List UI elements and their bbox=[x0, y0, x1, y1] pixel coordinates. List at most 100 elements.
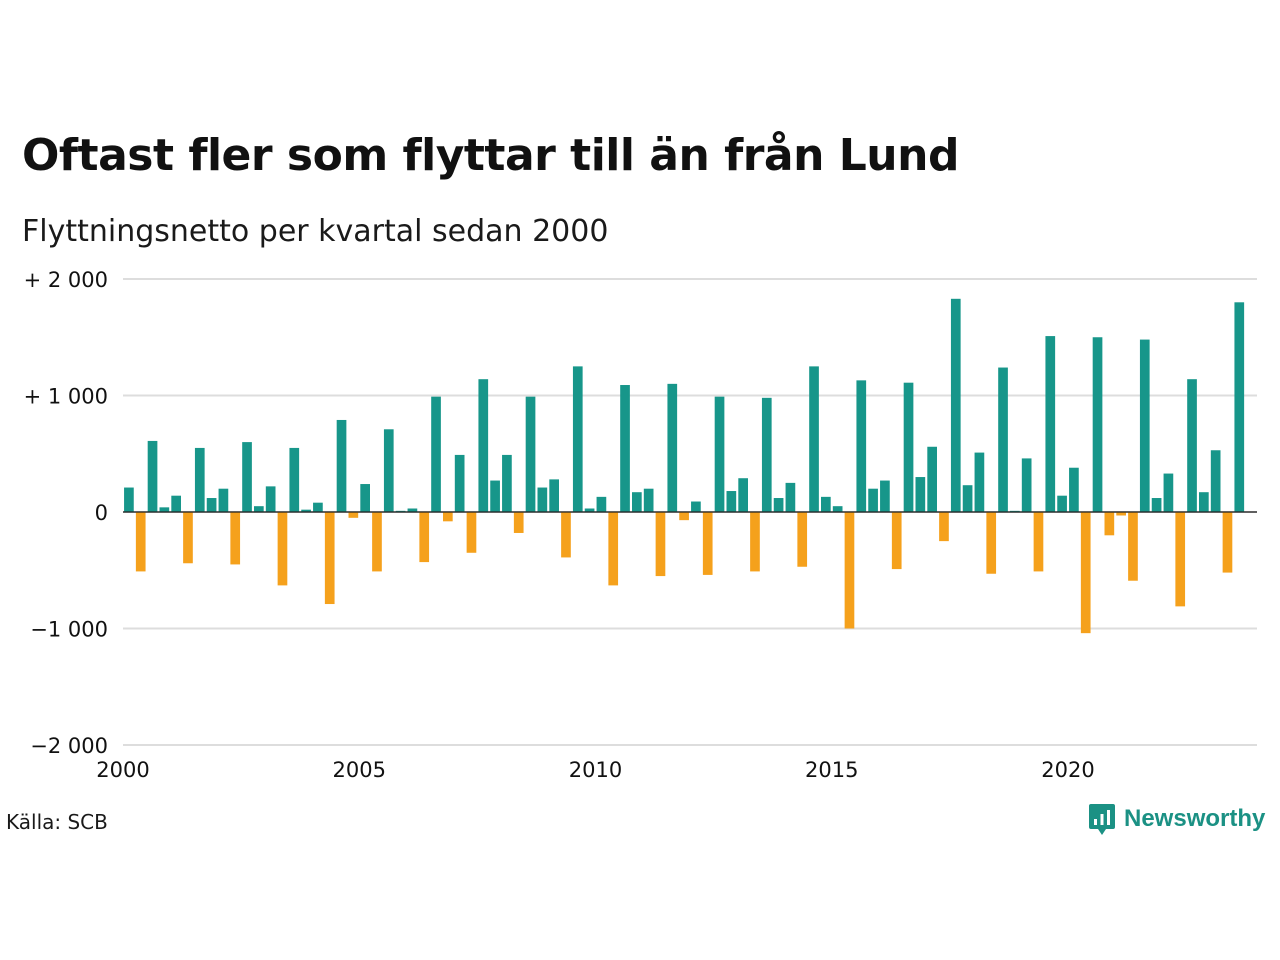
bar bbox=[549, 479, 559, 512]
bar bbox=[596, 496, 607, 512]
bar bbox=[206, 498, 217, 512]
bar bbox=[927, 446, 937, 512]
bar bbox=[915, 477, 926, 512]
bar bbox=[1057, 495, 1067, 512]
bar bbox=[773, 498, 784, 512]
bar bbox=[1116, 512, 1126, 516]
bar bbox=[1069, 467, 1079, 512]
y-tick-label: + 1 000 bbox=[24, 385, 108, 409]
x-tick-label: 2020 bbox=[1041, 758, 1094, 782]
bar bbox=[324, 512, 335, 605]
source-note: Källa: SCB bbox=[6, 810, 108, 834]
bar bbox=[230, 512, 241, 565]
bar bbox=[265, 486, 276, 512]
bar bbox=[738, 478, 748, 512]
y-tick-label: 0 bbox=[95, 501, 108, 525]
bar bbox=[454, 454, 465, 512]
bar bbox=[513, 512, 524, 533]
bar bbox=[1045, 336, 1056, 512]
bar bbox=[821, 496, 831, 512]
bar bbox=[372, 512, 382, 572]
bar bbox=[1080, 512, 1091, 634]
bar bbox=[632, 492, 642, 512]
bar bbox=[761, 397, 772, 512]
bar bbox=[891, 512, 902, 570]
bar bbox=[1187, 379, 1197, 512]
bar bbox=[289, 447, 300, 512]
bar bbox=[147, 440, 158, 512]
bar bbox=[903, 382, 914, 512]
bar bbox=[537, 487, 548, 512]
bar bbox=[1151, 498, 1162, 512]
newsworthy-logo: Newsworthy bbox=[1088, 802, 1265, 836]
bar bbox=[726, 491, 737, 512]
bar bbox=[986, 512, 997, 574]
bar bbox=[1175, 512, 1186, 607]
bar bbox=[584, 508, 595, 512]
bar bbox=[313, 502, 323, 512]
bar bbox=[950, 298, 961, 512]
bar bbox=[301, 509, 311, 512]
bar bbox=[667, 383, 678, 512]
bar bbox=[218, 488, 229, 512]
bar bbox=[844, 512, 855, 629]
bar bbox=[1139, 339, 1150, 512]
bar bbox=[124, 487, 134, 512]
bar bbox=[1128, 512, 1138, 581]
bar bbox=[679, 512, 689, 521]
bar bbox=[572, 366, 583, 512]
x-tick-label: 2005 bbox=[333, 758, 386, 782]
bar bbox=[383, 429, 394, 512]
bar bbox=[750, 512, 760, 572]
bar bbox=[242, 442, 252, 512]
bar bbox=[407, 508, 418, 512]
chart-subtitle: Flyttningsnetto per kvartal sedan 2000 bbox=[22, 214, 609, 249]
bar-chart-speech-bubble-icon bbox=[1089, 804, 1115, 835]
bar bbox=[1210, 450, 1221, 512]
bar bbox=[1234, 302, 1245, 512]
x-tick-label: 2015 bbox=[805, 758, 858, 782]
bar bbox=[135, 512, 146, 572]
bar bbox=[880, 480, 890, 512]
bar bbox=[785, 482, 796, 512]
bar bbox=[1021, 458, 1032, 512]
bar bbox=[974, 452, 985, 512]
bar bbox=[1092, 337, 1103, 512]
bar bbox=[832, 506, 843, 512]
bar bbox=[277, 512, 288, 586]
bar bbox=[431, 396, 441, 512]
bar bbox=[856, 380, 867, 512]
bar bbox=[1222, 512, 1233, 573]
bar bbox=[502, 454, 512, 512]
bar-layer bbox=[124, 298, 1245, 634]
bar bbox=[620, 385, 630, 512]
bar bbox=[643, 488, 654, 512]
y-tick-label: −2 000 bbox=[30, 734, 108, 758]
bar bbox=[1104, 512, 1115, 536]
bar bbox=[691, 501, 701, 512]
x-tick-label: 2010 bbox=[569, 758, 622, 782]
bar bbox=[525, 396, 536, 512]
brand-name: Newsworthy bbox=[1124, 805, 1266, 832]
bar bbox=[998, 367, 1008, 512]
bar bbox=[1033, 512, 1044, 572]
bar bbox=[962, 485, 973, 512]
x-tick-label: 2000 bbox=[96, 758, 149, 782]
bar bbox=[443, 512, 453, 522]
bar bbox=[702, 512, 713, 575]
bar bbox=[183, 512, 193, 564]
bar bbox=[714, 396, 725, 512]
y-tick-label: + 2 000 bbox=[24, 268, 108, 292]
bar bbox=[254, 506, 264, 512]
chart-title: Oftast fler som flyttar till än från Lun… bbox=[22, 130, 959, 181]
bar bbox=[171, 495, 181, 512]
bar bbox=[360, 484, 370, 512]
bar bbox=[868, 488, 878, 512]
bar bbox=[608, 512, 619, 586]
bar bbox=[194, 447, 205, 512]
bar bbox=[159, 507, 170, 512]
bar bbox=[561, 512, 571, 558]
bar bbox=[348, 512, 359, 518]
